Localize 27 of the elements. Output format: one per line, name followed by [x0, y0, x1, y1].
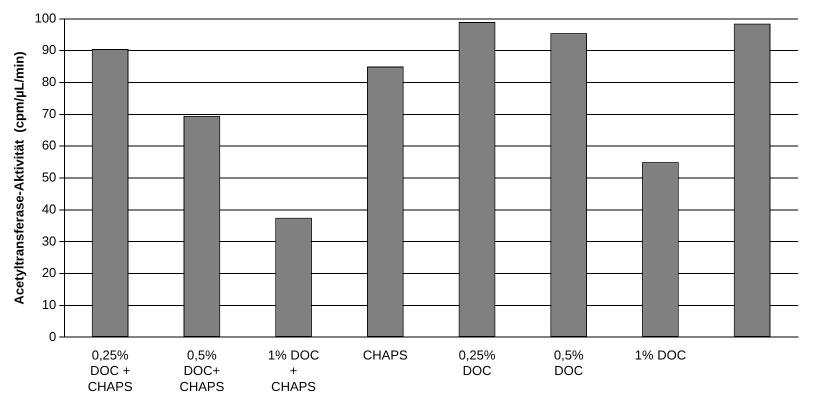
category-label: CHAPS: [179, 378, 224, 394]
y-tick-label: 40: [42, 201, 56, 216]
category-label: DOC +: [90, 363, 130, 378]
category-label: 0,5%: [187, 348, 217, 363]
y-tick-label: 80: [42, 74, 56, 90]
y-tick-label: 30: [42, 233, 56, 248]
category-label: DOC: [462, 363, 492, 378]
y-tick-label: 0: [49, 328, 56, 344]
y-tick-label: 90: [42, 42, 56, 58]
category-label: DOC+: [184, 363, 220, 378]
category-label: 0,25%: [92, 348, 129, 363]
y-tick-label: 50: [42, 170, 56, 185]
category-label: DOC: [554, 363, 584, 378]
category-label: 0,25%: [458, 348, 496, 363]
y-tick-label: 60: [42, 138, 56, 153]
category-label: 1% DOC: [268, 348, 320, 363]
category-label: CHAPS: [271, 378, 316, 394]
y-tick-label: 70: [42, 106, 56, 121]
y-axis-title: Acetyltransferase-Aktivität (cpm/µL/min): [11, 51, 26, 305]
category-label: +: [290, 363, 298, 378]
y-tick-label: 10: [42, 296, 56, 312]
category-label: CHAPS: [362, 348, 408, 363]
category-label: CHAPS: [88, 378, 133, 394]
y-tick-label: 100: [34, 10, 56, 26]
y-tick-label: 20: [42, 265, 56, 280]
category-label: 0,5%: [554, 348, 584, 363]
category-label: 1% DOC: [634, 348, 686, 363]
